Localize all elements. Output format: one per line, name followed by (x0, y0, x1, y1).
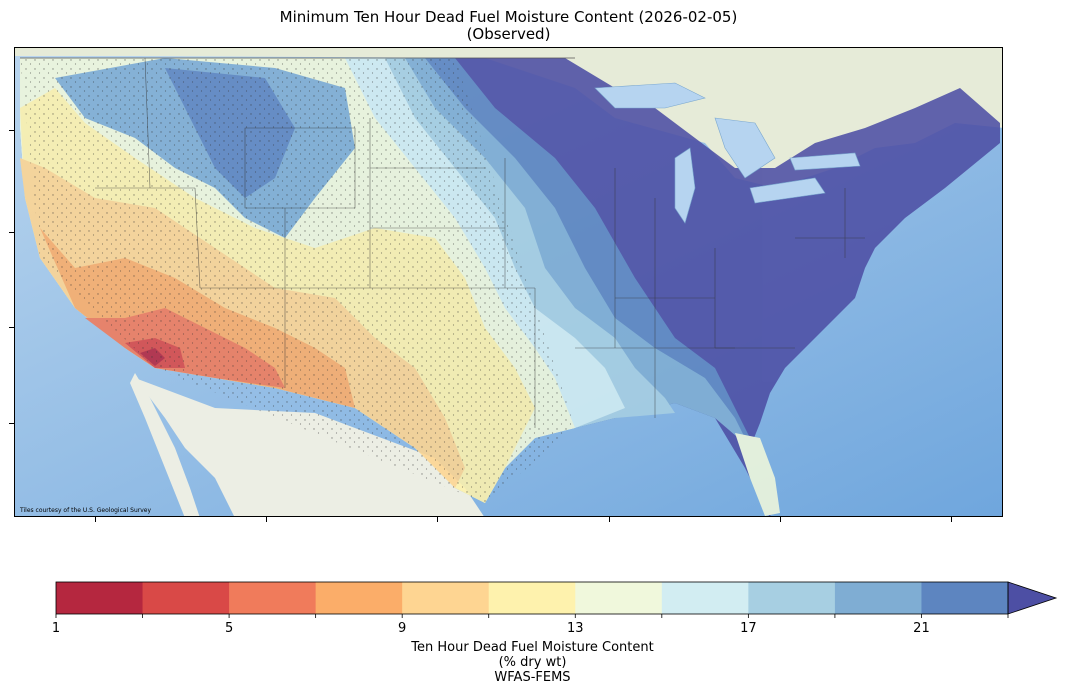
left-tick (9, 327, 14, 328)
colorbar-tick-label: 13 (566, 621, 584, 636)
bottom-tick (95, 517, 96, 522)
bottom-tick (951, 517, 952, 522)
bottom-tick (609, 517, 610, 522)
colorbar-tick-label: 1 (51, 621, 61, 636)
left-tick (9, 232, 14, 233)
left-tick (9, 130, 14, 131)
map-svg (15, 48, 1002, 516)
map-panel[interactable]: Tiles courtesy of the U.S. Geological Su… (14, 47, 1003, 517)
colorbar-segment (402, 582, 490, 614)
colorbar-segment (661, 582, 749, 614)
colorbar-segment (921, 582, 1009, 614)
state-boundaries (95, 57, 865, 428)
bottom-tick (266, 517, 267, 522)
colorbar-segment (834, 582, 922, 614)
colorbar-segment (56, 582, 144, 614)
bottom-tick (437, 517, 438, 522)
colorbar-tick-label: 21 (913, 621, 930, 636)
colorbar-segment (748, 582, 836, 614)
colorbar-tick-label: 9 (398, 621, 407, 636)
colorbar-units: (% dry wt) (498, 655, 567, 670)
colorbar-segment (142, 582, 230, 614)
colorbar-tick-label: 5 (224, 621, 234, 636)
tile-credit: Tiles courtesy of the U.S. Geological Su… (20, 507, 152, 514)
map-subtitle: (Observed) (466, 25, 551, 43)
bottom-tick (780, 517, 781, 522)
colorbar-title: Ten Hour Dead Fuel Moisture Content (411, 640, 654, 655)
great-lakes (594, 82, 861, 224)
mexico-land (135, 378, 484, 516)
colorbar-border (55, 581, 1009, 615)
map-title: Minimum Ten Hour Dead Fuel Moisture Cont… (279, 8, 738, 26)
colorbar-segment (229, 582, 317, 614)
florida (735, 433, 780, 516)
colorbar-extend-arrow (1007, 581, 1058, 615)
baja-land (130, 373, 200, 516)
colorbar-segment (575, 582, 663, 614)
colorbar-segment (315, 582, 403, 614)
colorbar-tick-label: 17 (740, 621, 757, 636)
station-markers (20, 58, 575, 503)
colorbar-segment (488, 582, 576, 614)
colorbar-source: WFAS-FEMS (494, 670, 571, 685)
left-tick (9, 423, 14, 424)
